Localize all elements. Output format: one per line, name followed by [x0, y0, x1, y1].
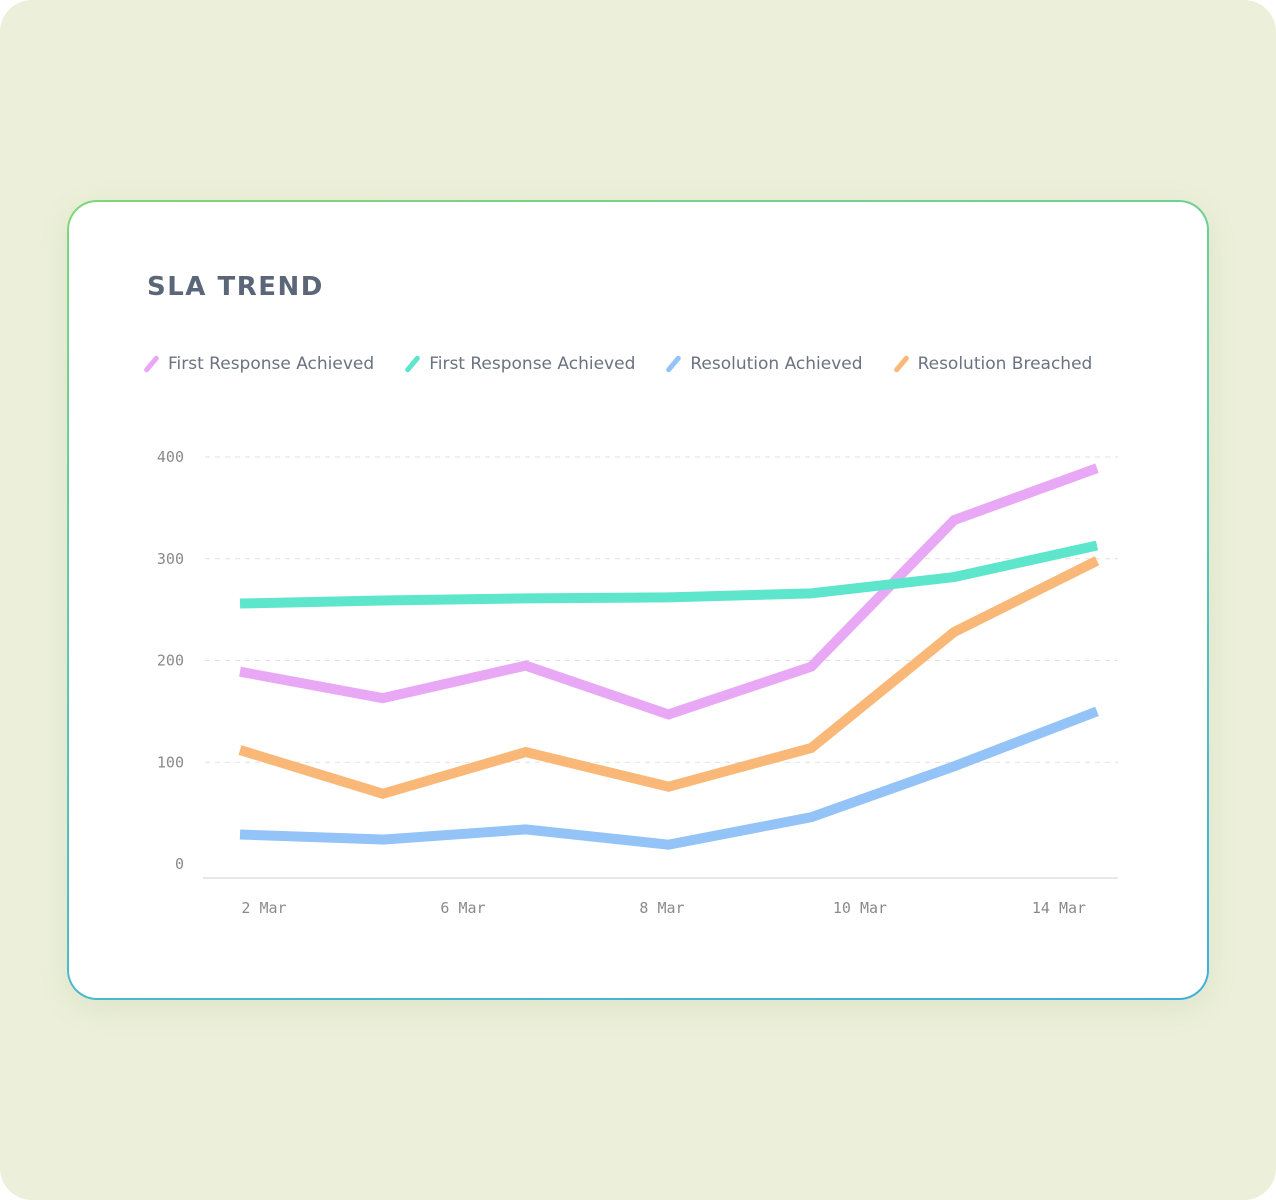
y-tick-label: 300: [157, 550, 184, 568]
x-tick-label: 6 Mar: [440, 899, 485, 917]
legend-item[interactable]: First Response Achieved: [404, 354, 635, 374]
y-tick-label: 400: [157, 448, 184, 466]
legend-item[interactable]: Resolution Breached: [892, 354, 1093, 374]
legend-label: First Response Achieved: [168, 354, 375, 374]
y-tick-label: 200: [157, 652, 184, 670]
legend-item[interactable]: Resolution Achieved: [665, 354, 863, 374]
legend-label: Resolution Achieved: [690, 354, 863, 374]
x-tick-label: 10 Mar: [833, 899, 887, 917]
series-line: [238, 556, 1100, 800]
series-line: [239, 540, 1099, 609]
chart-legend: First Response Achieved First Response A…: [143, 354, 1092, 374]
legend-label: First Response Achieved: [429, 354, 636, 374]
y-tick-label: 0: [175, 855, 184, 873]
legend-item[interactable]: First Response Achieved: [143, 354, 374, 374]
chart-title: SLA TREND: [147, 272, 324, 302]
series-line: [239, 706, 1099, 850]
line-chart: 0 100 200 300 400 2 Mar 6 Mar 8 Mar 10 Mar 14 Mar: [157, 448, 1118, 917]
legend-label: Resolution Breached: [917, 354, 1093, 374]
x-tick-label: 8 Mar: [639, 899, 684, 917]
y-tick-label: 100: [157, 753, 184, 771]
sla-trend-card: SLA TREND First Response Achieved First …: [67, 200, 1209, 1000]
x-tick-label: 2 Mar: [241, 899, 286, 917]
x-tick-label: 14 Mar: [1032, 899, 1086, 917]
series-line: [239, 463, 1099, 720]
